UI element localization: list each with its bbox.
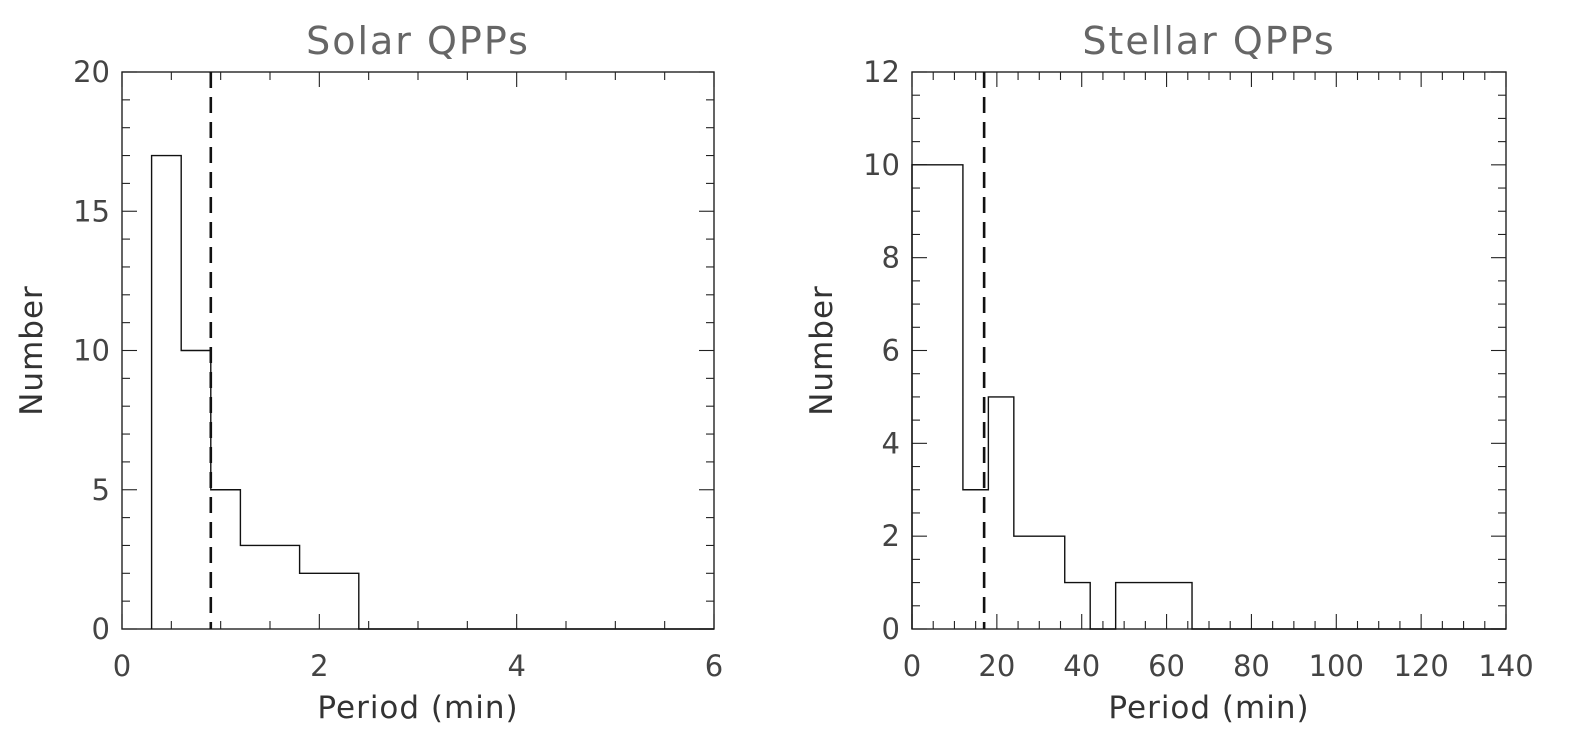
y-tick-label: 4 [882,426,900,460]
y-tick-label: 6 [882,334,900,368]
x-tick-label: 2 [310,649,328,683]
y-axis-label: Number [804,285,840,416]
y-axis-label: Number [14,285,50,416]
x-tick-label: 120 [1393,649,1448,683]
x-tick-label: 4 [507,649,525,683]
x-axis-label: Period (min) [317,690,518,726]
x-tick-label: 80 [1233,649,1270,683]
x-axis-label: Period (min) [1108,690,1309,726]
y-tick-label: 5 [92,473,110,507]
histogram-outline [150,154,714,630]
y-tick-label: 0 [882,612,900,646]
chart-title: Solar QPPs [306,19,530,63]
histogram-outline [911,164,1506,630]
y-tick-label: 10 [73,334,110,368]
x-tick-labels: 0 2 4 6 [113,649,723,683]
x-tick-label: 60 [1148,649,1185,683]
y-tick-label: 2 [882,519,900,553]
x-tick-label: 140 [1478,649,1533,683]
chart-solar-qpps: 0 2 4 6 0 5 10 15 20 Solar QPPs Period (min) Nu… [14,19,723,726]
y-tick-label: 0 [92,612,110,646]
x-tick-label: 6 [705,649,723,683]
plot-frame [911,71,1507,630]
chart-title: Stellar QPPs [1082,19,1335,63]
axis-ticks [121,71,715,630]
x-tick-label: 40 [1063,649,1100,683]
x-tick-labels: 0 20 40 60 80 100 120 140 [903,649,1534,683]
y-tick-label: 12 [863,55,900,89]
y-tick-label: 20 [73,55,110,89]
y-tick-labels: 0 2 4 6 8 10 12 [863,55,900,646]
y-tick-labels: 0 5 10 15 20 [73,55,110,646]
y-tick-label: 10 [863,148,900,182]
axis-ticks [911,71,1507,630]
y-tick-label: 15 [73,194,110,228]
chart-stellar-qpps: 0 20 40 60 80 100 120 140 0 2 4 6 8 10 12 Stellar QPP… [804,19,1534,726]
x-tick-label: 0 [113,649,131,683]
y-tick-label: 8 [882,241,900,275]
x-tick-label: 20 [978,649,1015,683]
x-tick-label: 0 [903,649,921,683]
x-tick-label: 100 [1309,649,1364,683]
